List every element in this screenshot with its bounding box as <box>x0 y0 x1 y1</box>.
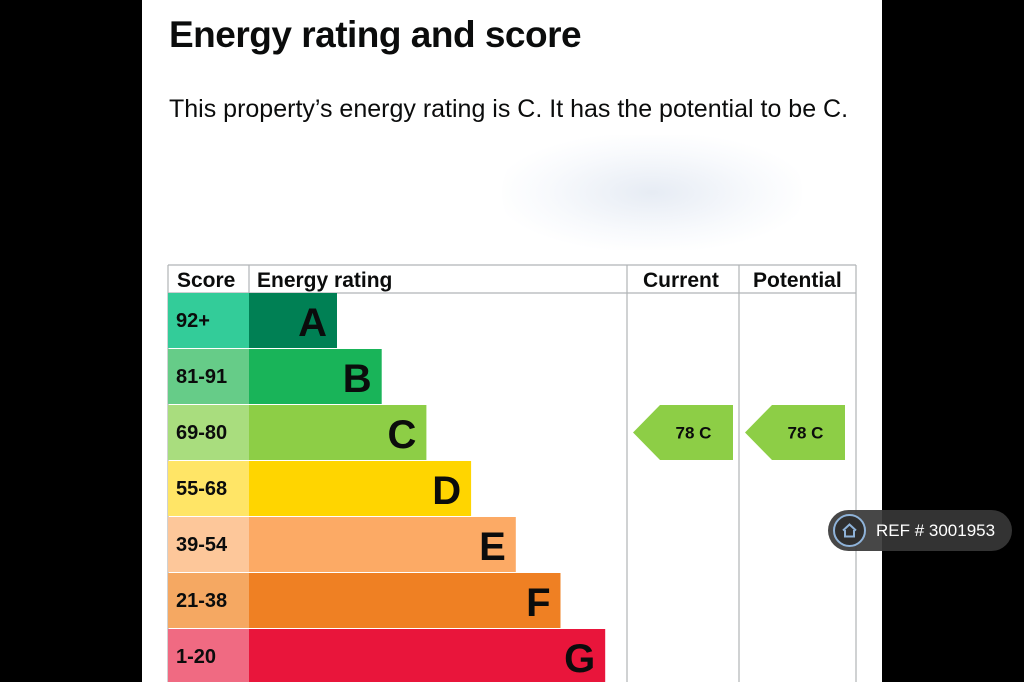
reference-label: REF # 3001953 <box>876 520 996 540</box>
potential-arrow <box>745 405 845 460</box>
score-label-d: 55-68 <box>176 478 227 500</box>
current-arrow <box>633 405 733 460</box>
score-cell-g <box>168 629 249 682</box>
score-cell-d <box>168 461 249 516</box>
redacted-blur <box>502 135 802 250</box>
score-cell-f <box>168 573 249 628</box>
band-bar-f <box>249 573 561 628</box>
band-bar-c <box>249 405 427 460</box>
band-bar-e <box>249 517 516 572</box>
score-label-f: 21-38 <box>176 590 227 612</box>
potential-rating-label: 78 C <box>788 424 824 443</box>
reference-badge[interactable]: REF # 3001953 <box>828 510 1012 551</box>
band-letter-g: G <box>564 637 595 681</box>
rating-description: This property’s energy rating is C. It h… <box>169 95 849 123</box>
current-rating-label: 78 C <box>676 424 712 443</box>
energy-rating-chart: Score Energy rating Current Potential 92… <box>167 264 857 682</box>
page-title: Energy rating and score <box>169 14 582 55</box>
band-bar-a <box>249 293 337 348</box>
score-label-a: 92+ <box>176 310 210 332</box>
score-cell-b <box>168 349 249 404</box>
score-cell-c <box>168 405 249 460</box>
band-letter-c: C <box>388 413 417 457</box>
score-cell-e <box>168 517 249 572</box>
score-label-c: 69-80 <box>176 422 227 444</box>
header-potential: Potential <box>753 269 842 292</box>
home-icon <box>833 514 866 547</box>
energy-card: Energy rating and score This property’s … <box>142 0 882 682</box>
header-energy-rating: Energy rating <box>257 269 392 292</box>
band-letter-b: B <box>343 357 372 401</box>
header-current: Current <box>643 269 719 292</box>
score-label-e: 39-54 <box>176 534 228 556</box>
band-bar-b <box>249 349 382 404</box>
rating-bands: 92+ A 81-91 B 69-80 C 55-68 D 39-54 E 21-38 F 1-20 G <box>168 293 606 682</box>
band-letter-f: F <box>526 581 550 625</box>
band-letter-d: D <box>432 469 461 513</box>
rating-arrows: 78 C 78 C <box>633 405 845 460</box>
band-bar-d <box>249 461 472 516</box>
score-cell-a <box>168 293 249 348</box>
band-letter-e: E <box>479 525 506 569</box>
band-letter-a: A <box>298 301 327 345</box>
score-label-b: 81-91 <box>176 366 227 388</box>
header-score: Score <box>177 269 235 292</box>
band-bar-g <box>249 629 606 682</box>
score-label-g: 1-20 <box>176 646 216 668</box>
